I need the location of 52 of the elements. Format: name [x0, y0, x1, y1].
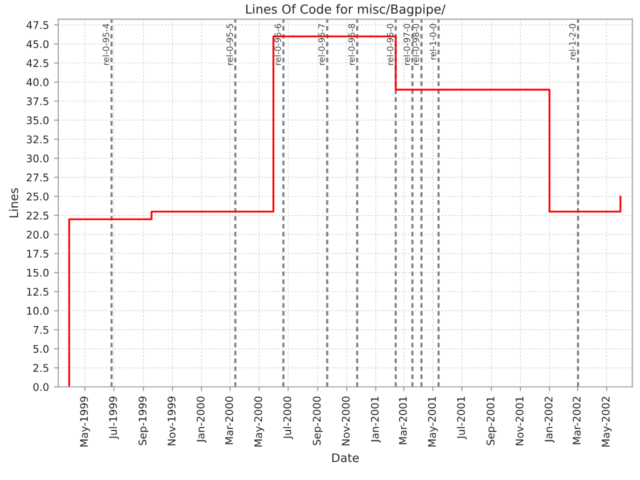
x-tick-label: Jul-1999: [108, 396, 119, 440]
ref-line-label: rel-0-97-0: [403, 24, 410, 65]
ref-line-label: rel-0-95-5: [226, 24, 233, 65]
y-tick-label: 5.0: [33, 345, 49, 353]
x-tick-label: May-2000: [254, 396, 264, 447]
x-tick-label: Jan-2000: [196, 396, 206, 443]
y-tick-label: 10.0: [27, 306, 49, 315]
x-tick-label: Nov-2000: [342, 396, 350, 446]
x-axis-title: Date: [332, 453, 359, 462]
ref-line-label: rel-0-95-6: [274, 24, 282, 65]
x-tick-label: Nov-2001: [516, 396, 524, 446]
x-tick-label: Mar-2000: [225, 396, 234, 444]
y-tick-label: 12.5: [27, 288, 48, 296]
x-tick-label: Jan-2001: [370, 396, 381, 443]
x-tick-label: Mar-2002: [572, 396, 581, 444]
x-tick-label: Jul-2000: [283, 396, 294, 440]
ref-line-label: rel-1-2-0: [569, 24, 576, 60]
y-axis-title: Lines: [9, 188, 18, 218]
y-tick-label: 15.0: [27, 268, 49, 277]
y-tick-label: 42.5: [26, 59, 48, 68]
y-tick-label: 0.0: [33, 383, 49, 391]
x-tick-label: Jul-2001: [456, 396, 467, 440]
x-tick-label: Sep-2000: [312, 396, 323, 446]
ref-line-label: rel-0-95-0: [386, 24, 394, 65]
y-tick-label: 7.5: [34, 326, 48, 334]
y-tick-label: 35.0: [26, 116, 49, 124]
y-tick-label: 22.5: [26, 212, 48, 220]
ref-line-label: rel-1-0-0: [430, 24, 436, 60]
x-tick-label: Sep-1999: [138, 396, 148, 446]
x-tick-label: May-1999: [80, 396, 90, 447]
y-tick-label: 20.0: [26, 230, 49, 239]
x-tick-label: Mar-2001: [398, 396, 407, 444]
y-tick-label: 37.5: [26, 97, 48, 106]
x-tick-label: May-2002: [602, 396, 612, 447]
y-tick-label: 30.0: [26, 154, 49, 162]
y-tick-label: 2.5: [33, 364, 48, 372]
y-tick-label: 45.0: [26, 40, 49, 48]
ref-line-label: rel-0-98-0: [412, 24, 420, 65]
y-tick-label: 47.5: [26, 21, 48, 30]
ref-line-label: rel-0-95-7: [318, 24, 325, 65]
x-tick-label: Sep-2001: [486, 396, 496, 446]
y-tick-label: 32.5: [26, 135, 48, 144]
x-tick-label: Jan-2002: [544, 396, 554, 443]
y-tick-label: 25.0: [26, 192, 49, 200]
ref-line-label: rel-0-95-8: [348, 24, 355, 65]
x-tick-label: May-2001: [428, 396, 438, 447]
x-tick-label: Nov-1999: [168, 396, 176, 446]
y-tick-label: 27.5: [26, 174, 48, 182]
ref-line-label: rel-0-95-4: [102, 24, 110, 65]
y-tick-label: 17.5: [27, 250, 48, 258]
y-tick-label: 40.0: [26, 78, 49, 86]
chart-title: Lines Of Code for misc/Bagpipe/: [246, 4, 446, 16]
